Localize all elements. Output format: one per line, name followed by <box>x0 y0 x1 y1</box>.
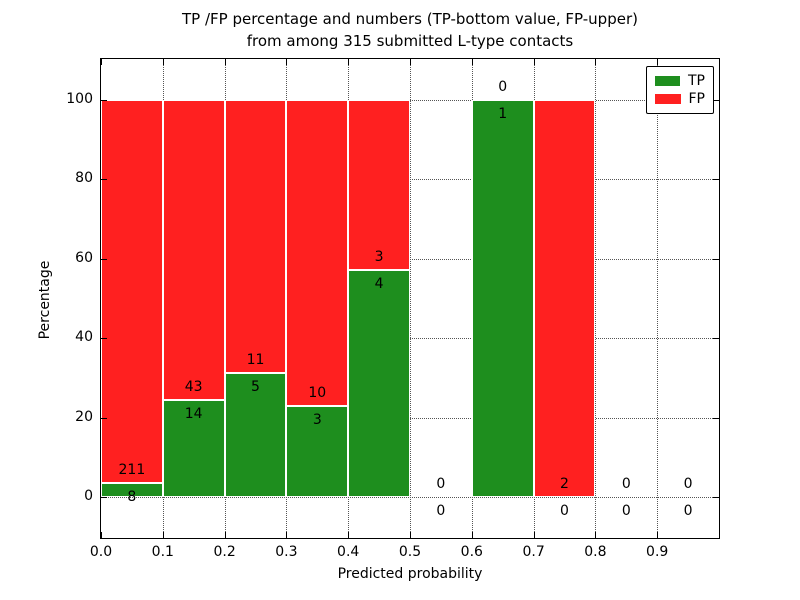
y-axis-tick-right <box>713 417 719 419</box>
x-axis-tick <box>224 532 226 538</box>
x-tick-label: 0.7 <box>522 544 545 560</box>
x-axis-tick-top <box>410 59 411 65</box>
legend-swatch-tp <box>655 76 680 86</box>
legend-item-tp: TP <box>655 72 705 90</box>
x-axis-tick-top <box>595 59 597 65</box>
fp-count-label: 3 <box>374 249 384 266</box>
y-tick-label: 40 <box>75 329 93 346</box>
bar-segment-tp <box>471 99 534 498</box>
y-tick-label: 100 <box>66 90 93 107</box>
y-axis-label: Percentage <box>37 260 53 340</box>
y-axis-tick <box>101 179 107 181</box>
tp-count-label: 8 <box>127 488 137 505</box>
x-axis-tick-top <box>471 59 473 65</box>
tp-count-label: 14 <box>184 405 203 422</box>
y-axis-tick-right <box>713 338 719 340</box>
x-axis-tick-top <box>657 59 659 65</box>
legend-label-fp: FP <box>688 91 706 107</box>
gridline-v <box>410 59 411 538</box>
y-axis-tick-right <box>713 497 719 499</box>
gridline-v <box>657 59 659 538</box>
x-tick-label: 0.6 <box>460 544 483 560</box>
chart-title-line2: from among 315 submitted L-type contacts <box>246 32 574 50</box>
x-tick-label: 0.5 <box>398 544 422 560</box>
x-axis-tick <box>101 532 102 538</box>
legend: TP FP <box>646 66 714 114</box>
y-tick-label: 20 <box>75 408 93 425</box>
x-axis-tick <box>162 532 164 538</box>
tp-count-label: 3 <box>312 411 322 428</box>
y-axis-tick <box>101 497 107 499</box>
fp-count-label: 0 <box>683 476 693 493</box>
x-axis-tick <box>286 532 288 538</box>
y-axis-tick-right <box>713 99 719 101</box>
chart-title-line1: TP /FP percentage and numbers (TP-bottom… <box>182 10 638 28</box>
y-tick-label: 0 <box>84 488 93 505</box>
tp-count-label: 0 <box>683 503 693 520</box>
y-axis-tick-right <box>713 258 719 260</box>
y-tick-label: 80 <box>75 170 93 187</box>
bar-segment-fp <box>348 99 410 271</box>
x-axis-tick-top <box>348 59 350 65</box>
gridline-v <box>595 59 597 538</box>
y-axis-tick <box>101 417 107 419</box>
x-axis-tick <box>595 532 597 538</box>
y-axis-tick <box>101 258 107 260</box>
x-axis-tick <box>533 532 535 538</box>
x-axis-tick <box>410 532 411 538</box>
x-tick-label: 0.1 <box>151 544 174 560</box>
x-tick-label: 0.3 <box>275 544 298 560</box>
bar-segment-fp <box>533 99 596 498</box>
legend-item-fp: FP <box>655 90 705 108</box>
fp-count-label: 0 <box>436 476 446 493</box>
x-axis-label: Predicted probability <box>337 566 483 582</box>
tp-count-label: 0 <box>560 503 569 520</box>
fp-count-label: 211 <box>118 461 146 478</box>
x-axis-tick <box>657 532 659 538</box>
bar-segment-fp <box>286 99 349 406</box>
x-axis-tick-top <box>224 59 226 65</box>
fp-count-label: 10 <box>308 384 327 401</box>
x-axis-tick-top <box>162 59 164 65</box>
bar-segment-fp <box>162 99 225 400</box>
x-axis-tick <box>348 532 350 538</box>
legend-swatch-fp <box>655 94 681 104</box>
tp-count-label: 5 <box>251 379 260 396</box>
x-tick-label: 0.9 <box>646 544 669 560</box>
bar-segment-tp <box>348 270 410 498</box>
y-axis-tick-right <box>713 179 719 181</box>
fp-count-label: 2 <box>560 476 569 493</box>
fp-count-label: 0 <box>498 78 508 95</box>
bar-segment-fp <box>224 99 287 374</box>
legend-label-tp: TP <box>688 73 705 89</box>
y-tick-label: 60 <box>75 249 93 266</box>
bar-segment-tp <box>101 482 163 498</box>
bar-segment-tp <box>224 373 287 498</box>
tp-count-label: 4 <box>374 276 384 293</box>
y-axis-tick <box>101 338 107 340</box>
chart-title: TP /FP percentage and numbers (TP-bottom… <box>101 8 719 52</box>
fp-count-label: 0 <box>621 476 631 493</box>
x-tick-label: 0.8 <box>584 544 607 560</box>
x-axis-tick-top <box>286 59 288 65</box>
bar-segment-tp <box>162 399 225 498</box>
x-axis-tick <box>471 532 473 538</box>
x-tick-label: 0.4 <box>337 544 360 560</box>
tp-count-label: 0 <box>621 503 631 520</box>
x-axis-tick-top <box>101 59 102 65</box>
y-axis-tick <box>101 99 107 101</box>
tp-count-label: 1 <box>498 105 508 122</box>
bar-segment-fp <box>101 99 163 483</box>
fp-count-label: 11 <box>246 352 265 369</box>
x-tick-label: 0.2 <box>213 544 236 560</box>
x-tick-label: 0.0 <box>89 544 113 560</box>
fp-count-label: 43 <box>184 378 203 395</box>
tp-count-label: 0 <box>436 503 446 520</box>
bar-segment-tp <box>286 405 349 498</box>
x-axis-tick-top <box>533 59 535 65</box>
